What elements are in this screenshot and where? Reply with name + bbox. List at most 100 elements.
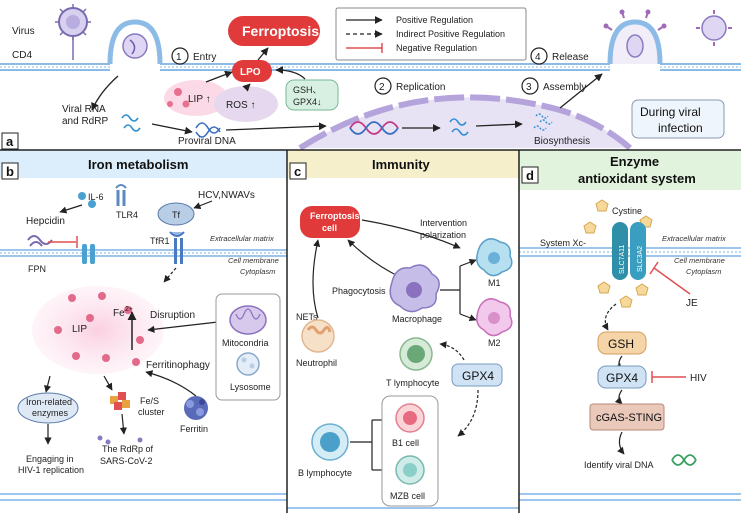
iron-enzymes-ellipse	[17, 392, 79, 424]
budding-virus-icon	[603, 9, 667, 65]
panel-d-header	[519, 150, 741, 190]
lip-label: LIP	[72, 324, 87, 335]
ferroptosis-pill	[228, 16, 320, 46]
panel-d-title-line1: Enzyme	[610, 154, 659, 169]
m1-macrophage-icon	[476, 238, 513, 277]
hiv-label: HIV	[690, 373, 707, 384]
viral-rna-label-2: and RdRP	[62, 116, 108, 127]
mitochondria-icon	[229, 305, 267, 335]
hepcidin-icon	[27, 235, 53, 247]
panel-d-letter-box	[521, 166, 539, 184]
panel-b: Iron metabolism b Extracellular matrix C…	[0, 150, 287, 513]
b1-cell-label: B1 cell	[392, 438, 419, 448]
panel-d-cytoplasm-label: Cytoplasm	[686, 267, 721, 276]
b-cell-subtypes-box	[381, 395, 439, 507]
cgas-sting-box	[589, 403, 665, 431]
lip-iron-dots	[54, 292, 144, 366]
virus-label: Virus	[12, 26, 35, 37]
il6-icon	[78, 192, 96, 208]
step-3-number: 3	[526, 82, 532, 93]
b-lymphocyte-label: B lymphocyte	[298, 468, 352, 478]
legend: Positive Regulation Indirect Positive Re…	[335, 7, 527, 61]
proviral-dna-icon	[195, 122, 221, 138]
fpn-channel-icon	[82, 244, 95, 264]
panel-c-letter: c	[294, 164, 301, 179]
viral-rna-strand-icon	[121, 114, 141, 132]
slc3a2-label: SLC3A2	[637, 246, 644, 272]
lpo-label: LPO	[240, 67, 261, 78]
ferroptosis-label: Ferroptosis	[242, 23, 319, 39]
cystine-icons	[583, 199, 653, 308]
b-lymphocyte-icon	[311, 423, 349, 461]
panel-c-header	[287, 150, 519, 178]
panel-c-gpx4-label: GPX4	[462, 369, 494, 383]
integrated-dna-icon	[349, 121, 399, 135]
proviral-dna-label: Proviral DNA	[178, 136, 236, 147]
panel-d-bottom-membrane	[519, 493, 741, 501]
ferritin-label: Ferritin	[180, 424, 208, 434]
step-4-badge	[530, 47, 548, 65]
panel-b-bottom-membrane	[0, 493, 287, 501]
lpo-pill	[232, 60, 272, 82]
disruption-label: Disruption	[150, 310, 195, 321]
ferritinophagy-label: Ferritinophagy	[146, 360, 210, 371]
gsh-gpx4-line1: GSH、	[293, 85, 322, 95]
legend-negative-label: Negative Regulation	[396, 43, 477, 53]
legend-positive-label: Positive Regulation	[396, 15, 473, 25]
m2-macrophage-icon	[476, 298, 513, 337]
panel-d-gpx4-box	[597, 365, 647, 389]
identify-viral-dna-label: Identify viral DNA	[584, 460, 654, 470]
engaging-line2: HIV-1 replication	[18, 465, 84, 475]
panel-dividers	[0, 149, 741, 513]
m2-label: M2	[488, 338, 501, 348]
lysosome-icon	[236, 352, 260, 376]
step-2-badge	[374, 77, 392, 95]
fpn-label: FPN	[28, 264, 46, 274]
step-3-badge	[521, 77, 539, 95]
panel-a: Virus CD4 1 Entry Ferroptosis LPO LIP ↑ …	[0, 4, 741, 151]
gsh-label: GSH	[608, 337, 634, 351]
tlr4-receptor-icon	[115, 184, 127, 206]
neutrophil-label: Neutrophil	[296, 358, 337, 368]
fe-label: Fe	[113, 308, 125, 319]
legend-box	[335, 7, 527, 61]
panel-b-extracellular-label: Extracellular matrix	[210, 234, 274, 243]
slc7a11-subunit	[612, 222, 628, 280]
entry-label: Entry	[193, 52, 216, 63]
ferroptosis-cell-line2: cell	[322, 223, 337, 233]
panel-b-membrane	[0, 249, 287, 257]
panel-d-letter: d	[526, 168, 534, 183]
panel-b-cytoplasm-label: Cytoplasm	[240, 267, 275, 276]
replication-label: Replication	[396, 82, 445, 93]
ros-up-label: ROS ↑	[226, 100, 255, 111]
panel-b-title: Iron metabolism	[88, 157, 188, 172]
step-2-number: 2	[379, 82, 385, 93]
biosynthesis-icon	[533, 113, 553, 131]
panel-d: Enzyme antioxidant system d Cystine Extr…	[519, 150, 741, 513]
assembly-label: Assembly	[543, 82, 586, 93]
ros-bubble	[214, 86, 278, 122]
lip-up-label: LIP ↑	[188, 94, 211, 105]
panel-c-title: Immunity	[372, 157, 431, 172]
viral-rna-label-1: Viral RNA	[62, 104, 106, 115]
cd4-label: CD4	[12, 50, 32, 61]
mzb-cell-label: MZB cell	[390, 491, 425, 501]
plasma-membrane-top	[0, 63, 741, 71]
panel-c-letter-box	[289, 162, 307, 180]
transferrin-icon	[157, 202, 195, 226]
phagocytosis-label: Phagocytosis	[332, 286, 386, 296]
step-1-badge	[171, 47, 189, 65]
during-viral-infection-box	[631, 99, 725, 139]
t-lymphocyte-label: T lymphocyte	[386, 378, 439, 388]
sars-cov-2-dots-icon	[97, 435, 143, 445]
cystine-label: Cystine	[612, 206, 642, 216]
tfr1-receptor-icon	[169, 231, 185, 264]
gsh-gpx4-line2: GPX4↓	[293, 97, 322, 107]
fes-line2: cluster	[138, 407, 165, 417]
virus-particle-icon	[55, 4, 91, 60]
panel-d-gpx4-label: GPX4	[606, 371, 638, 385]
gsh-gpx4-box	[285, 79, 339, 111]
nucleus-envelope	[298, 94, 632, 151]
panel-b-header	[0, 150, 287, 178]
